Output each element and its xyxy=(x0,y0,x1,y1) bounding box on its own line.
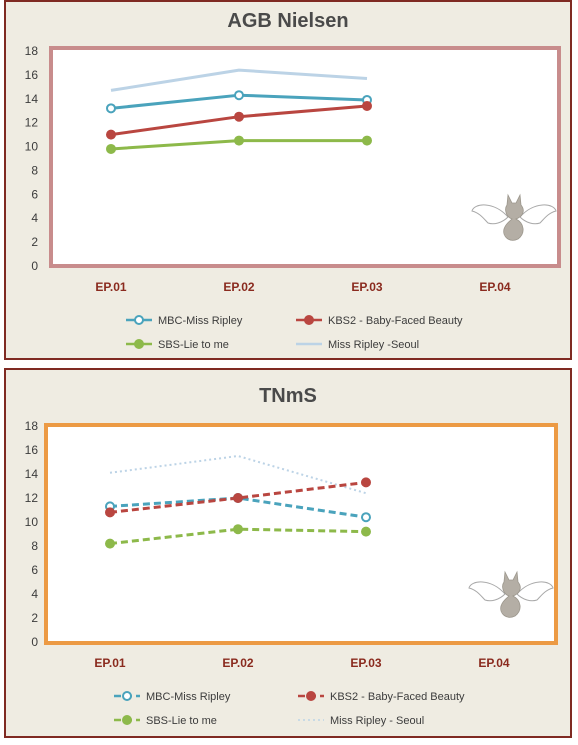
tnms-chart-title: TNmS xyxy=(259,385,317,407)
agb-y-tick-2: 2 xyxy=(31,235,38,249)
tnms-x-tick-ep-04: EP.04 xyxy=(478,656,509,670)
tnms-plot-area xyxy=(44,423,558,645)
agb-legend-mbc-miss-ripley: MBC-Miss Ripley xyxy=(126,315,243,327)
tnms-panel: TNmS 0 2 4 6 8 10 12 14 16 18 EP.01 EP.02 EP.03 EP.04 M… xyxy=(4,368,572,738)
agb-watermark-logo xyxy=(471,193,557,241)
tnms-watermark-figure xyxy=(500,570,521,618)
agb-y-tick-14: 14 xyxy=(25,92,39,106)
agb-legend-miss-ripley-seoul: Miss Ripley -Seoul xyxy=(296,339,419,351)
tnms-watermark-wing-right xyxy=(516,581,554,602)
agb-watermark-figure xyxy=(503,193,524,241)
tnms-series-sbs-lie-to-me-point-ep-02 xyxy=(233,524,243,535)
agb-legend-sbs-lie-to-me-marker xyxy=(134,339,144,349)
tnms-series-kbs2-baby-faced-beauty-point-ep-01 xyxy=(105,507,115,518)
tnms-x-tick-ep-03: EP.03 xyxy=(350,656,381,670)
tnms-series-kbs2-baby-faced-beauty-line xyxy=(109,480,367,514)
tnms-legend-mbc-miss-ripley-marker xyxy=(122,691,132,701)
agb-x-tick-ep-02: EP.02 xyxy=(223,280,254,294)
agb-chart-title: AGB Nielsen xyxy=(227,10,348,32)
tnms-legend-miss-ripley-seoul: Miss Ripley - Seoul xyxy=(298,715,424,727)
agb-series-sbs-lie-to-me-point-ep-03 xyxy=(362,135,372,146)
agb-y-tick-8: 8 xyxy=(31,163,38,177)
tnms-legend-kbs2-baby-faced-beauty-label: KBS2 - Baby-Faced Beauty xyxy=(330,691,465,703)
agb-y-tick-12: 12 xyxy=(25,116,39,130)
tnms-legend-sbs-lie-to-me: SBS-Lie to me xyxy=(114,715,217,727)
agb-watermark-wing-left xyxy=(471,204,509,225)
tnms-y-tick-10: 10 xyxy=(25,515,39,529)
tnms-chart: TNmS 0 2 4 6 8 10 12 14 16 18 EP.01 EP.02 EP.03 EP.04 M… xyxy=(25,385,558,727)
agb-legend-mbc-miss-ripley-marker xyxy=(134,315,144,325)
agb-series-mbc-miss-ripley-point-ep-01 xyxy=(106,103,116,114)
agb-legend-miss-ripley-seoul-label: Miss Ripley -Seoul xyxy=(328,339,419,351)
agb-series-mbc-miss-ripley-point-ep-02 xyxy=(234,90,244,101)
agb-x-tick-ep-04: EP.04 xyxy=(479,280,510,294)
agb-series-kbs2-baby-faced-beauty-point-ep-02 xyxy=(234,111,244,122)
tnms-y-tick-4: 4 xyxy=(31,587,38,601)
tnms-series-kbs2-baby-faced-beauty-point-ep-03 xyxy=(361,477,371,488)
tnms-legend-mbc-miss-ripley-label: MBC-Miss Ripley xyxy=(146,691,231,703)
tnms-legend-kbs2-baby-faced-beauty-marker xyxy=(306,691,316,701)
agb-watermark-wing-right xyxy=(519,204,557,225)
tnms-y-tick-18: 18 xyxy=(25,419,39,433)
agb-nielsen-panel: AGB Nielsen 0 2 4 6 8 10 12 14 16 18 EP.01 EP.02 EP.0… xyxy=(4,0,572,360)
agb-x-tick-ep-01: EP.01 xyxy=(95,280,126,294)
agb-series-sbs-lie-to-me-point-ep-01 xyxy=(106,143,116,154)
tnms-x-tick-ep-01: EP.01 xyxy=(94,656,125,670)
tnms-series-sbs-lie-to-me-point-ep-03 xyxy=(361,526,371,537)
agb-series-sbs-lie-to-me-point-ep-02 xyxy=(234,135,244,146)
agb-y-tick-10: 10 xyxy=(25,140,39,154)
tnms-legend-sbs-lie-to-me-marker xyxy=(122,715,132,725)
agb-series-kbs2-baby-faced-beauty-point-ep-01 xyxy=(106,129,116,140)
tnms-legend-kbs2-baby-faced-beauty: KBS2 - Baby-Faced Beauty xyxy=(298,691,465,703)
agb-legend-sbs-lie-to-me: SBS-Lie to me xyxy=(126,339,229,351)
tnms-series-mbc-miss-ripley-line xyxy=(109,496,367,519)
agb-y-tick-0: 0 xyxy=(31,259,38,273)
tnms-y-tick-12: 12 xyxy=(25,491,39,505)
tnms-legend-sbs-lie-to-me-label: SBS-Lie to me xyxy=(146,715,217,727)
tnms-watermark-wing-left xyxy=(468,581,506,602)
tnms-y-tick-8: 8 xyxy=(31,539,38,553)
tnms-y-tick-14: 14 xyxy=(25,467,39,481)
agb-y-tick-18: 18 xyxy=(25,44,39,58)
agb-series-kbs2-baby-faced-beauty-point-ep-03 xyxy=(362,100,372,111)
tnms-y-tick-2: 2 xyxy=(31,611,38,625)
agb-legend-kbs2-baby-faced-beauty: KBS2 - Baby-Faced Beauty xyxy=(296,315,463,327)
tnms-series-sbs-lie-to-me-line xyxy=(109,527,367,546)
agb-y-tick-16: 16 xyxy=(25,68,39,82)
agb-legend-kbs2-baby-faced-beauty-marker xyxy=(304,315,314,325)
agb-x-tick-ep-03: EP.03 xyxy=(351,280,382,294)
agb-y-tick-6: 6 xyxy=(31,187,38,201)
agb-legend-kbs2-baby-faced-beauty-label: KBS2 - Baby-Faced Beauty xyxy=(328,315,463,327)
tnms-series-sbs-lie-to-me-point-ep-01 xyxy=(105,538,115,549)
tnms-legend-miss-ripley-seoul-label: Miss Ripley - Seoul xyxy=(330,715,424,727)
agb-legend-sbs-lie-to-me-label: SBS-Lie to me xyxy=(158,339,229,351)
tnms-y-tick-6: 6 xyxy=(31,563,38,577)
tnms-x-tick-ep-02: EP.02 xyxy=(222,656,253,670)
agb-plot-area xyxy=(49,46,561,268)
tnms-watermark-logo xyxy=(468,570,554,618)
tnms-legend-mbc-miss-ripley: MBC-Miss Ripley xyxy=(114,691,231,703)
tnms-series-kbs2-baby-faced-beauty-point-ep-02 xyxy=(233,493,243,503)
agb-y-tick-4: 4 xyxy=(31,211,38,225)
agb-legend-mbc-miss-ripley-label: MBC-Miss Ripley xyxy=(158,315,243,327)
tnms-series-mbc-miss-ripley-point-ep-03 xyxy=(361,512,371,523)
tnms-y-tick-0: 0 xyxy=(31,635,38,649)
agb-series-miss-ripley-seoul-line xyxy=(110,68,368,92)
agb-nielsen-chart: AGB Nielsen 0 2 4 6 8 10 12 14 16 18 EP.01 EP.02 EP.0… xyxy=(25,10,561,351)
tnms-y-tick-16: 16 xyxy=(25,443,39,457)
